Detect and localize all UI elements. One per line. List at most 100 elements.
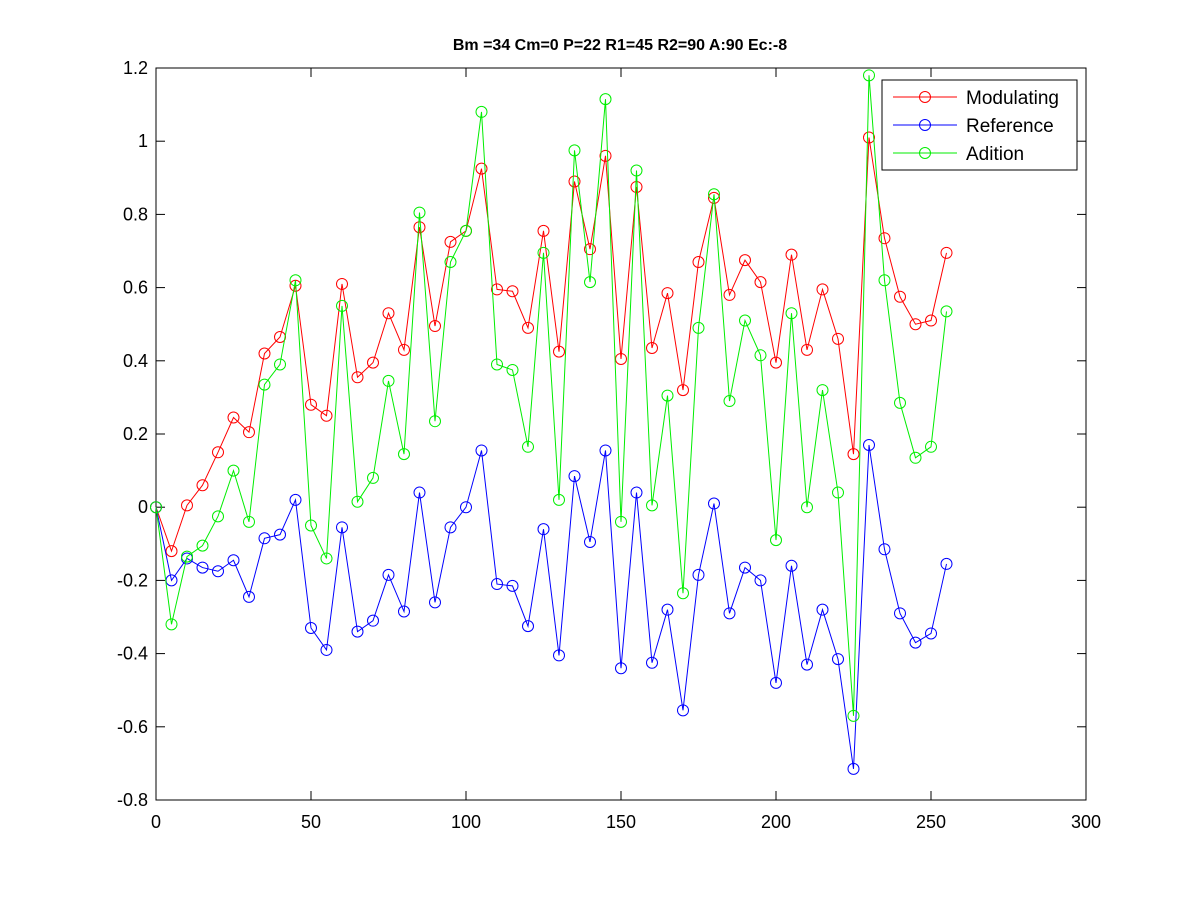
data-point-modulating bbox=[677, 384, 689, 397]
data-point-adition bbox=[274, 358, 286, 371]
data-point-adition bbox=[816, 384, 829, 397]
data-point-modulating bbox=[692, 255, 705, 268]
series-reference bbox=[150, 438, 953, 775]
data-point-adition bbox=[475, 105, 488, 118]
legend-swatch-marker bbox=[919, 119, 931, 131]
data-point-adition bbox=[708, 188, 720, 201]
legend-label: Modulating bbox=[966, 88, 1059, 109]
data-point-adition bbox=[832, 486, 844, 499]
data-point-reference bbox=[320, 643, 333, 656]
data-point-reference bbox=[770, 676, 782, 689]
data-point-modulating bbox=[181, 499, 193, 512]
data-point-reference bbox=[677, 704, 689, 717]
data-point-modulating bbox=[351, 371, 364, 384]
data-point-modulating bbox=[398, 343, 410, 356]
data-point-reference bbox=[661, 603, 674, 616]
data-point-reference bbox=[429, 596, 441, 609]
data-point-adition bbox=[909, 451, 922, 464]
data-point-adition bbox=[413, 206, 426, 219]
data-point-reference bbox=[878, 543, 891, 556]
y-tick-label: -0.2 bbox=[117, 570, 148, 590]
data-point-adition bbox=[305, 519, 317, 532]
data-point-adition bbox=[258, 378, 271, 391]
data-point-reference bbox=[491, 578, 503, 591]
data-point-adition bbox=[491, 358, 503, 371]
data-point-adition bbox=[336, 299, 348, 312]
data-point-modulating bbox=[599, 149, 612, 162]
data-point-adition bbox=[444, 255, 457, 268]
data-point-adition bbox=[382, 374, 395, 387]
data-point-modulating bbox=[816, 283, 829, 296]
legend: Modulating Reference Adition bbox=[881, 79, 1078, 171]
data-point-modulating bbox=[491, 283, 503, 296]
y-tick-label: -0.6 bbox=[117, 717, 148, 737]
data-point-modulating bbox=[568, 175, 581, 188]
data-point-adition bbox=[196, 539, 209, 552]
data-point-adition bbox=[181, 550, 193, 563]
data-point-modulating bbox=[444, 235, 457, 248]
x-tick-label: 50 bbox=[301, 812, 321, 832]
data-point-modulating bbox=[506, 285, 519, 298]
data-point-adition bbox=[227, 464, 240, 477]
data-point-reference bbox=[398, 605, 410, 618]
x-tick-label: 100 bbox=[451, 812, 481, 832]
x-tick-label: 300 bbox=[1071, 812, 1101, 832]
data-point-modulating bbox=[739, 254, 751, 267]
data-point-reference bbox=[537, 523, 550, 536]
data-point-adition bbox=[847, 709, 860, 722]
y-tick-label: 1.2 bbox=[123, 58, 148, 78]
series-adition bbox=[150, 69, 953, 722]
data-point-reference bbox=[475, 444, 488, 457]
data-point-modulating bbox=[413, 221, 426, 234]
data-point-adition bbox=[429, 415, 441, 428]
data-point-reference bbox=[584, 535, 596, 548]
data-point-reference bbox=[863, 438, 875, 451]
data-point-modulating bbox=[878, 232, 891, 245]
data-point-modulating bbox=[785, 248, 798, 261]
data-point-adition bbox=[615, 515, 627, 528]
data-point-adition bbox=[584, 276, 596, 289]
data-point-modulating bbox=[909, 318, 922, 331]
data-point-modulating bbox=[227, 411, 240, 424]
y-tick-label: 0.8 bbox=[123, 204, 148, 224]
data-point-modulating bbox=[925, 314, 937, 327]
series-layer bbox=[150, 69, 953, 775]
data-point-modulating bbox=[475, 162, 488, 175]
data-point-modulating bbox=[243, 426, 255, 439]
data-point-adition bbox=[506, 363, 519, 376]
data-point-reference bbox=[940, 557, 953, 570]
data-point-reference bbox=[413, 486, 426, 499]
data-point-adition bbox=[692, 321, 705, 334]
data-point-modulating bbox=[305, 398, 317, 411]
data-point-adition bbox=[243, 515, 255, 528]
data-point-reference bbox=[708, 497, 720, 510]
legend-swatch-marker bbox=[919, 147, 931, 159]
data-point-reference bbox=[925, 627, 937, 640]
data-point-modulating bbox=[940, 246, 953, 259]
x-tick-label: 250 bbox=[916, 812, 946, 832]
data-point-reference bbox=[274, 528, 286, 541]
data-point-adition bbox=[801, 501, 813, 514]
data-point-modulating bbox=[258, 347, 271, 360]
data-point-reference bbox=[196, 561, 209, 574]
y-tick-label: 0.2 bbox=[123, 424, 148, 444]
y-tick-label: -0.4 bbox=[117, 644, 148, 664]
data-point-modulating bbox=[196, 479, 209, 492]
x-tick-label: 200 bbox=[761, 812, 791, 832]
data-point-adition bbox=[646, 499, 658, 512]
data-point-reference bbox=[754, 574, 767, 587]
data-point-modulating bbox=[863, 131, 875, 144]
legend-item-reference: Reference bbox=[893, 116, 1054, 137]
data-point-adition bbox=[863, 69, 875, 82]
series-line-reference bbox=[155, 444, 947, 769]
series-line-adition bbox=[155, 75, 947, 716]
data-point-adition bbox=[739, 314, 751, 327]
data-point-modulating bbox=[320, 409, 333, 422]
data-point-reference bbox=[599, 444, 612, 457]
data-point-modulating bbox=[165, 545, 178, 558]
legend-item-modulating: Modulating bbox=[893, 88, 1059, 109]
data-point-adition bbox=[878, 274, 891, 287]
data-point-modulating bbox=[661, 287, 674, 300]
data-point-modulating bbox=[801, 343, 813, 356]
data-point-adition bbox=[568, 144, 581, 157]
